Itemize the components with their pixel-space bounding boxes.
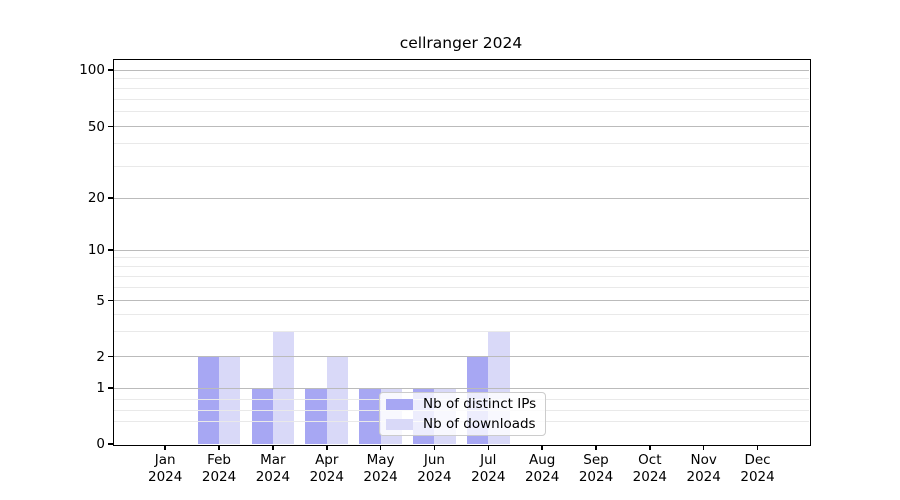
gridline-minor [114, 265, 809, 267]
bar-distinct-ips-feb [197, 356, 220, 444]
legend-item: Nb of downloads [386, 415, 537, 432]
x-tick-month: May [366, 452, 395, 468]
x-tick-mark [164, 445, 166, 450]
bar-distinct-ips-may [359, 388, 381, 444]
x-tick-mark [702, 445, 705, 450]
legend-swatch-downloads [386, 418, 413, 430]
x-tick-year: 2024 [471, 468, 506, 485]
y-tick-mark [107, 387, 113, 389]
x-tick-mark [487, 445, 490, 450]
x-tick-month: Mar [260, 452, 286, 468]
legend-label: Nb of distinct IPs [423, 395, 537, 412]
y-tick-mark [107, 249, 113, 251]
x-tick-year: 2024 [578, 468, 614, 485]
x-tick-month: Feb [207, 452, 231, 468]
legend-swatch-distinct-ips [386, 398, 413, 410]
gridline-major [114, 300, 809, 302]
gridline-minor [114, 331, 809, 333]
gridline-major [114, 249, 809, 251]
x-tick-year: 2024 [417, 468, 452, 485]
gridline-minor [114, 111, 809, 113]
x-tick-mark [218, 445, 220, 450]
x-tick-label-nov: Nov 2024 [672, 452, 736, 485]
x-tick-label-apr: Apr 2024 [295, 452, 359, 485]
x-tick-label-jul: Jul 2024 [456, 452, 520, 485]
legend-label: Nb of downloads [423, 415, 536, 432]
x-tick-month: Oct [638, 452, 662, 468]
gridline-minor [114, 165, 809, 167]
x-tick-month: Nov [690, 452, 717, 468]
x-tick-label-jan: Jan 2024 [133, 452, 197, 485]
gridline-minor [114, 257, 809, 259]
y-tick-mark [107, 69, 113, 71]
x-tick-month: Sep [583, 452, 609, 468]
y-tick-label: 0 [96, 436, 105, 452]
bar-downloads-apr [326, 356, 349, 444]
gridline-minor [114, 98, 809, 100]
x-tick-mark [756, 445, 759, 450]
gridline-major [114, 126, 809, 127]
x-tick-label-feb: Feb 2024 [187, 452, 251, 485]
x-tick-year: 2024 [740, 468, 775, 485]
x-tick-mark [433, 445, 436, 450]
x-tick-month: Dec [744, 452, 771, 468]
y-tick-label: 20 [87, 190, 105, 206]
gridline-minor [114, 143, 809, 145]
gridline-minor [114, 286, 809, 288]
x-tick-month: Jan [154, 452, 176, 468]
x-tick-year: 2024 [201, 468, 237, 485]
x-tick-month: Jul [480, 452, 497, 468]
x-tick-label-sep: Sep 2024 [564, 452, 628, 485]
x-tick-year: 2024 [524, 468, 560, 485]
x-tick-month: Apr [315, 452, 339, 468]
chart-title: cellranger 2024 [399, 34, 523, 52]
x-tick-year: 2024 [686, 468, 721, 485]
y-tick-label: 10 [87, 242, 105, 258]
y-tick-mark [107, 299, 113, 302]
x-tick-month: Aug [528, 452, 556, 468]
legend: Nb of distinct IPs Nb of downloads [379, 392, 546, 436]
x-tick-label-may: May 2024 [349, 452, 413, 485]
bar-downloads-feb [219, 356, 241, 444]
y-tick-mark [107, 443, 113, 445]
gridline-minor [114, 275, 809, 277]
x-tick-year: 2024 [632, 468, 668, 485]
gridline-major [114, 387, 809, 389]
y-tick-label: 50 [87, 118, 105, 135]
bar-distinct-ips-mar [251, 388, 273, 444]
gridline-minor [114, 87, 809, 89]
y-tick-label: 5 [96, 292, 105, 309]
legend-item: Nb of distinct IPs [386, 395, 537, 412]
y-tick-label: 100 [79, 62, 105, 78]
x-tick-mark [595, 445, 597, 450]
gridline-major [114, 69, 809, 71]
y-tick-mark [107, 197, 113, 199]
y-tick-mark [107, 125, 113, 128]
x-tick-mark [379, 445, 382, 450]
x-tick-label-mar: Mar 2024 [241, 452, 305, 485]
x-tick-label-oct: Oct 2024 [618, 452, 682, 485]
x-tick-mark [326, 445, 328, 450]
x-tick-mark [272, 445, 274, 450]
y-tick-label: 2 [96, 348, 105, 365]
gridline-major [114, 356, 809, 358]
x-tick-year: 2024 [255, 468, 291, 485]
gridline-major [114, 197, 809, 199]
x-tick-year: 2024 [148, 468, 183, 485]
x-tick-month: Jun [423, 452, 445, 468]
gridline-minor [114, 78, 809, 80]
gridline-minor [114, 313, 809, 315]
x-tick-label-dec: Dec 2024 [726, 452, 790, 485]
y-tick-label: 1 [96, 380, 105, 396]
x-tick-label-jun: Jun 2024 [402, 452, 466, 485]
bar-distinct-ips-apr [305, 388, 327, 444]
x-tick-mark [541, 445, 543, 450]
y-tick-mark [107, 355, 113, 358]
x-tick-mark [649, 445, 651, 450]
x-tick-year: 2024 [363, 468, 398, 485]
x-tick-label-aug: Aug 2024 [510, 452, 574, 485]
x-tick-year: 2024 [309, 468, 344, 485]
